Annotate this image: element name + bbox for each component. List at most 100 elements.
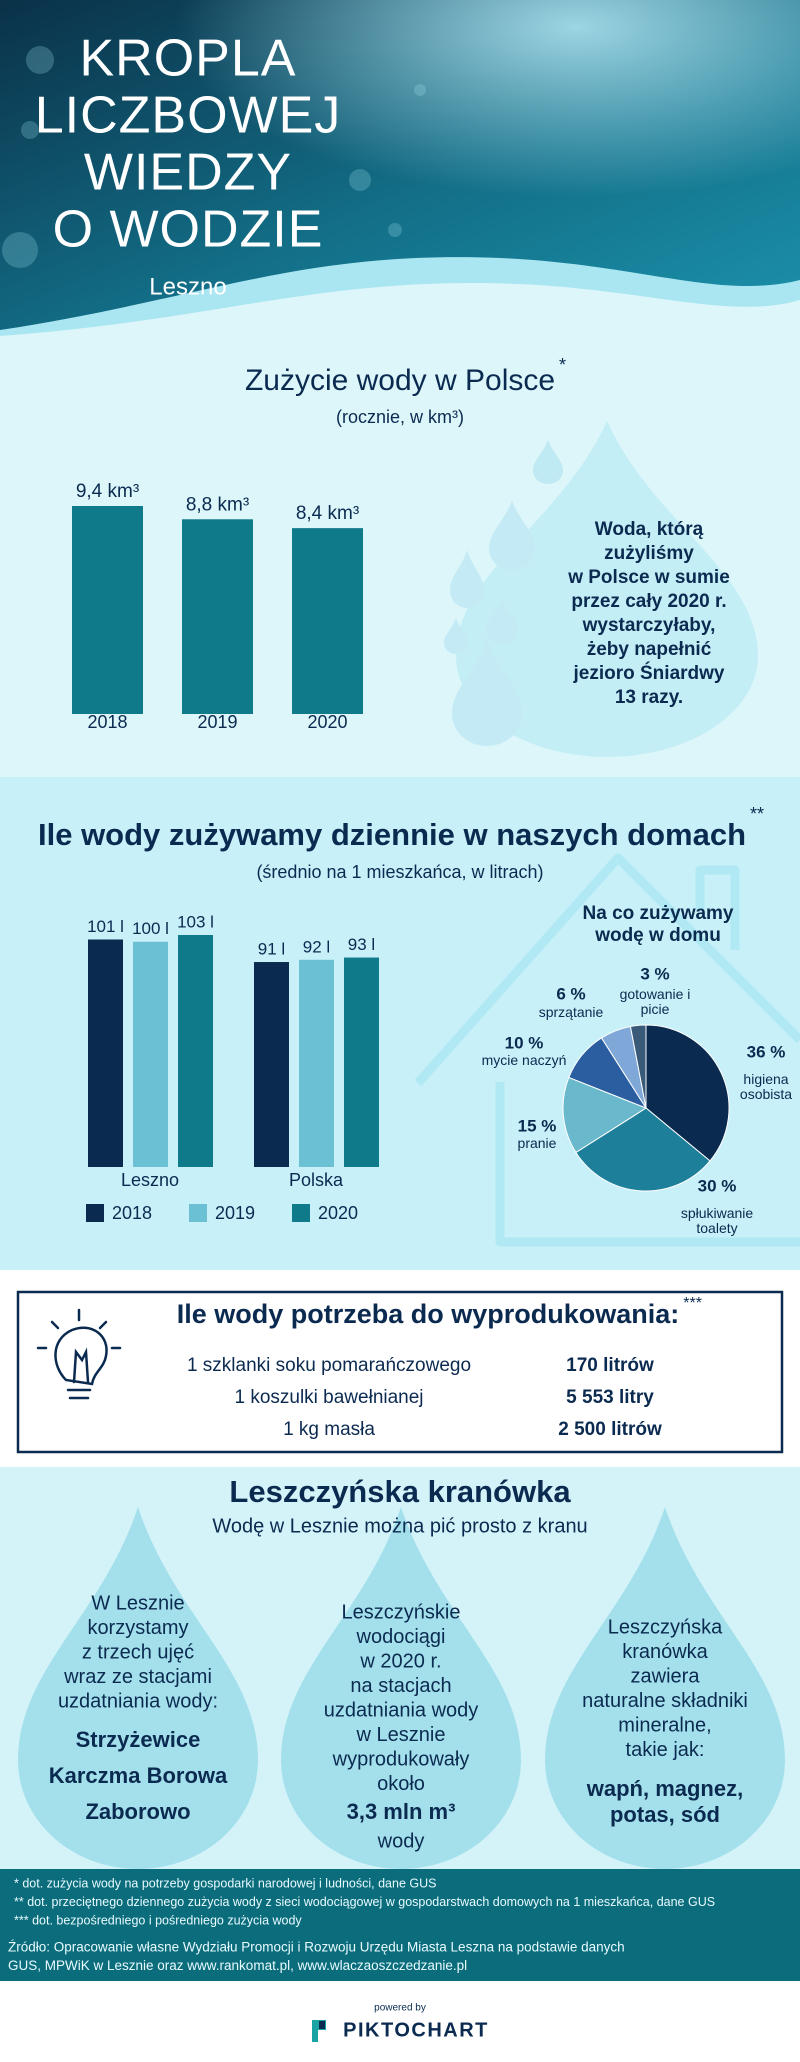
chart-title-box: Na co zużywamy wodę w domu (582, 903, 734, 946)
data-label: 30 % (698, 1176, 737, 1195)
section-bg (0, 1270, 800, 1467)
bar (178, 935, 213, 1167)
data-label: 9,4 km³ (76, 481, 139, 502)
x-tick-label: Polska (289, 1170, 344, 1190)
drop-shape (18, 1507, 258, 1870)
drop-text: wyprodukowały (332, 1748, 470, 1770)
drop-shape (444, 618, 468, 654)
footnote-marker: * (559, 355, 566, 375)
item-value: 170 litrów (566, 1355, 654, 1376)
drop-highlight: Zaborowo (85, 1799, 190, 1824)
drop-text: Leszczyńskie (342, 1601, 461, 1623)
chart-title: Na co zużywamy wodę w domu (582, 903, 734, 946)
drop-text: uzdatniania wody (324, 1699, 479, 1721)
footnote: ** dot. przeciętnego dziennego zużycia w… (14, 1895, 715, 1909)
drop-highlight: potas, sód (610, 1802, 720, 1827)
item-value: 5 553 litry (566, 1387, 654, 1408)
brand: PIKTOCHART (343, 2019, 489, 2041)
drop-text: przez cały 2020 r. (571, 591, 726, 612)
category-label: spłukiwanie toalety (680, 1206, 754, 1236)
piktochart-logo (312, 2020, 326, 2042)
header-title: O WODZIE (53, 201, 324, 259)
section-title: Ile wody potrzeba do wyprodukowania: (177, 1299, 680, 1329)
drop-text: kranówka (622, 1641, 708, 1663)
legend-swatch (189, 1204, 207, 1222)
footnote-marker: *** (683, 1295, 702, 1312)
bubbles (2, 46, 426, 268)
data-label: 100 l (132, 919, 169, 938)
category-label: sprzątanie (538, 1005, 604, 1020)
chart-subtitle: (rocznie, w km³) (336, 407, 464, 427)
x-tick-label: 2018 (87, 712, 127, 732)
drop-highlight: 3,3 mln m³ (347, 1799, 456, 1824)
drop-shape (489, 500, 535, 570)
footnote-marker: ** (750, 804, 764, 824)
source-note: GUS, MPWiK w Lesznie oraz www.rankomat.p… (8, 1958, 467, 1973)
drop-text: naturalne składniki (582, 1690, 748, 1712)
drop-text: wystarczyłaby, (582, 615, 716, 636)
item-value: 2 500 litrów (558, 1419, 662, 1440)
item-label: 1 koszulki bawełnianej (234, 1387, 423, 1408)
footnote-bg (0, 1869, 800, 1981)
bar (344, 957, 379, 1167)
category-label-box: higiena osobista (739, 1072, 793, 1102)
item-label: 1 szklanki soku pomarańczowego (187, 1355, 471, 1376)
drop-shape (281, 1507, 521, 1870)
drop-text: około (377, 1773, 425, 1795)
data-label: 91 l (258, 940, 285, 959)
bar (88, 939, 123, 1167)
drop-text: zużyliśmy (604, 543, 694, 564)
drop-text: na stacjach (350, 1675, 451, 1697)
drop-shape (533, 440, 563, 484)
drop-text: wodociągi (356, 1626, 446, 1648)
drop-shape (456, 421, 758, 757)
category-label: mycie naczyń (481, 1053, 567, 1068)
pie-slice (629, 1024, 647, 1109)
drop-text: mineralne, (618, 1714, 711, 1736)
data-label: 36 % (747, 1042, 786, 1061)
x-tick-label: 2019 (197, 712, 237, 732)
data-label: 103 l (177, 912, 214, 931)
bar (299, 959, 334, 1167)
footnote: *** dot. bezpośredniego i pośredniego zu… (14, 1913, 302, 1927)
drop-text: W Lesznie (91, 1592, 184, 1614)
drop-text: takie jak: (626, 1739, 705, 1761)
drop-shape (486, 598, 518, 644)
data-label: 6 % (556, 984, 585, 1003)
powered-by: powered by (374, 2003, 426, 2014)
data-label: 8,8 km³ (186, 494, 249, 515)
x-tick-label: Leszno (121, 1170, 179, 1190)
category-label: higiena osobista (739, 1072, 793, 1102)
category-label-box: spłukiwanie toalety (680, 1206, 754, 1236)
footnote: * dot. zużycia wody na potrzeby gospodar… (14, 1876, 436, 1890)
category-label: pranie (517, 1136, 557, 1151)
drop-highlight: Karczma Borowa (49, 1763, 228, 1788)
data-label: 8,4 km³ (296, 503, 359, 524)
bar (182, 519, 253, 714)
legend-label: 2019 (215, 1203, 255, 1223)
legend-label: 2020 (318, 1203, 358, 1223)
drop-text: w Polsce w sumie (567, 567, 730, 588)
drop-text: żeby napełnić (587, 639, 712, 660)
drop-shape (450, 550, 484, 608)
chart-title: Zużycie wody w Polsce (245, 364, 555, 397)
drop-highlight: wapń, magnez, (586, 1776, 743, 1801)
drop-text: w Lesznie (356, 1724, 446, 1746)
drop-text: Leszczyńska (608, 1616, 723, 1638)
pie-slice (575, 1107, 711, 1192)
drop-text: wody (377, 1830, 425, 1852)
chart-title: Ile wody zużywamy dziennie w naszych dom… (38, 817, 746, 852)
category-label-box: mycie naczyń (481, 1053, 567, 1068)
drop-text: zawiera (631, 1665, 701, 1687)
drop-shape (452, 640, 522, 747)
bar (72, 506, 143, 714)
x-tick-label: 2020 (307, 712, 347, 732)
bar (133, 941, 168, 1167)
category-label-box: pranie (517, 1136, 557, 1151)
header-subtitle: Leszno (149, 273, 226, 300)
data-label: 93 l (348, 935, 375, 954)
drop-text: korzystamy (87, 1617, 188, 1639)
drop-highlight: Strzyżewice (76, 1727, 201, 1752)
